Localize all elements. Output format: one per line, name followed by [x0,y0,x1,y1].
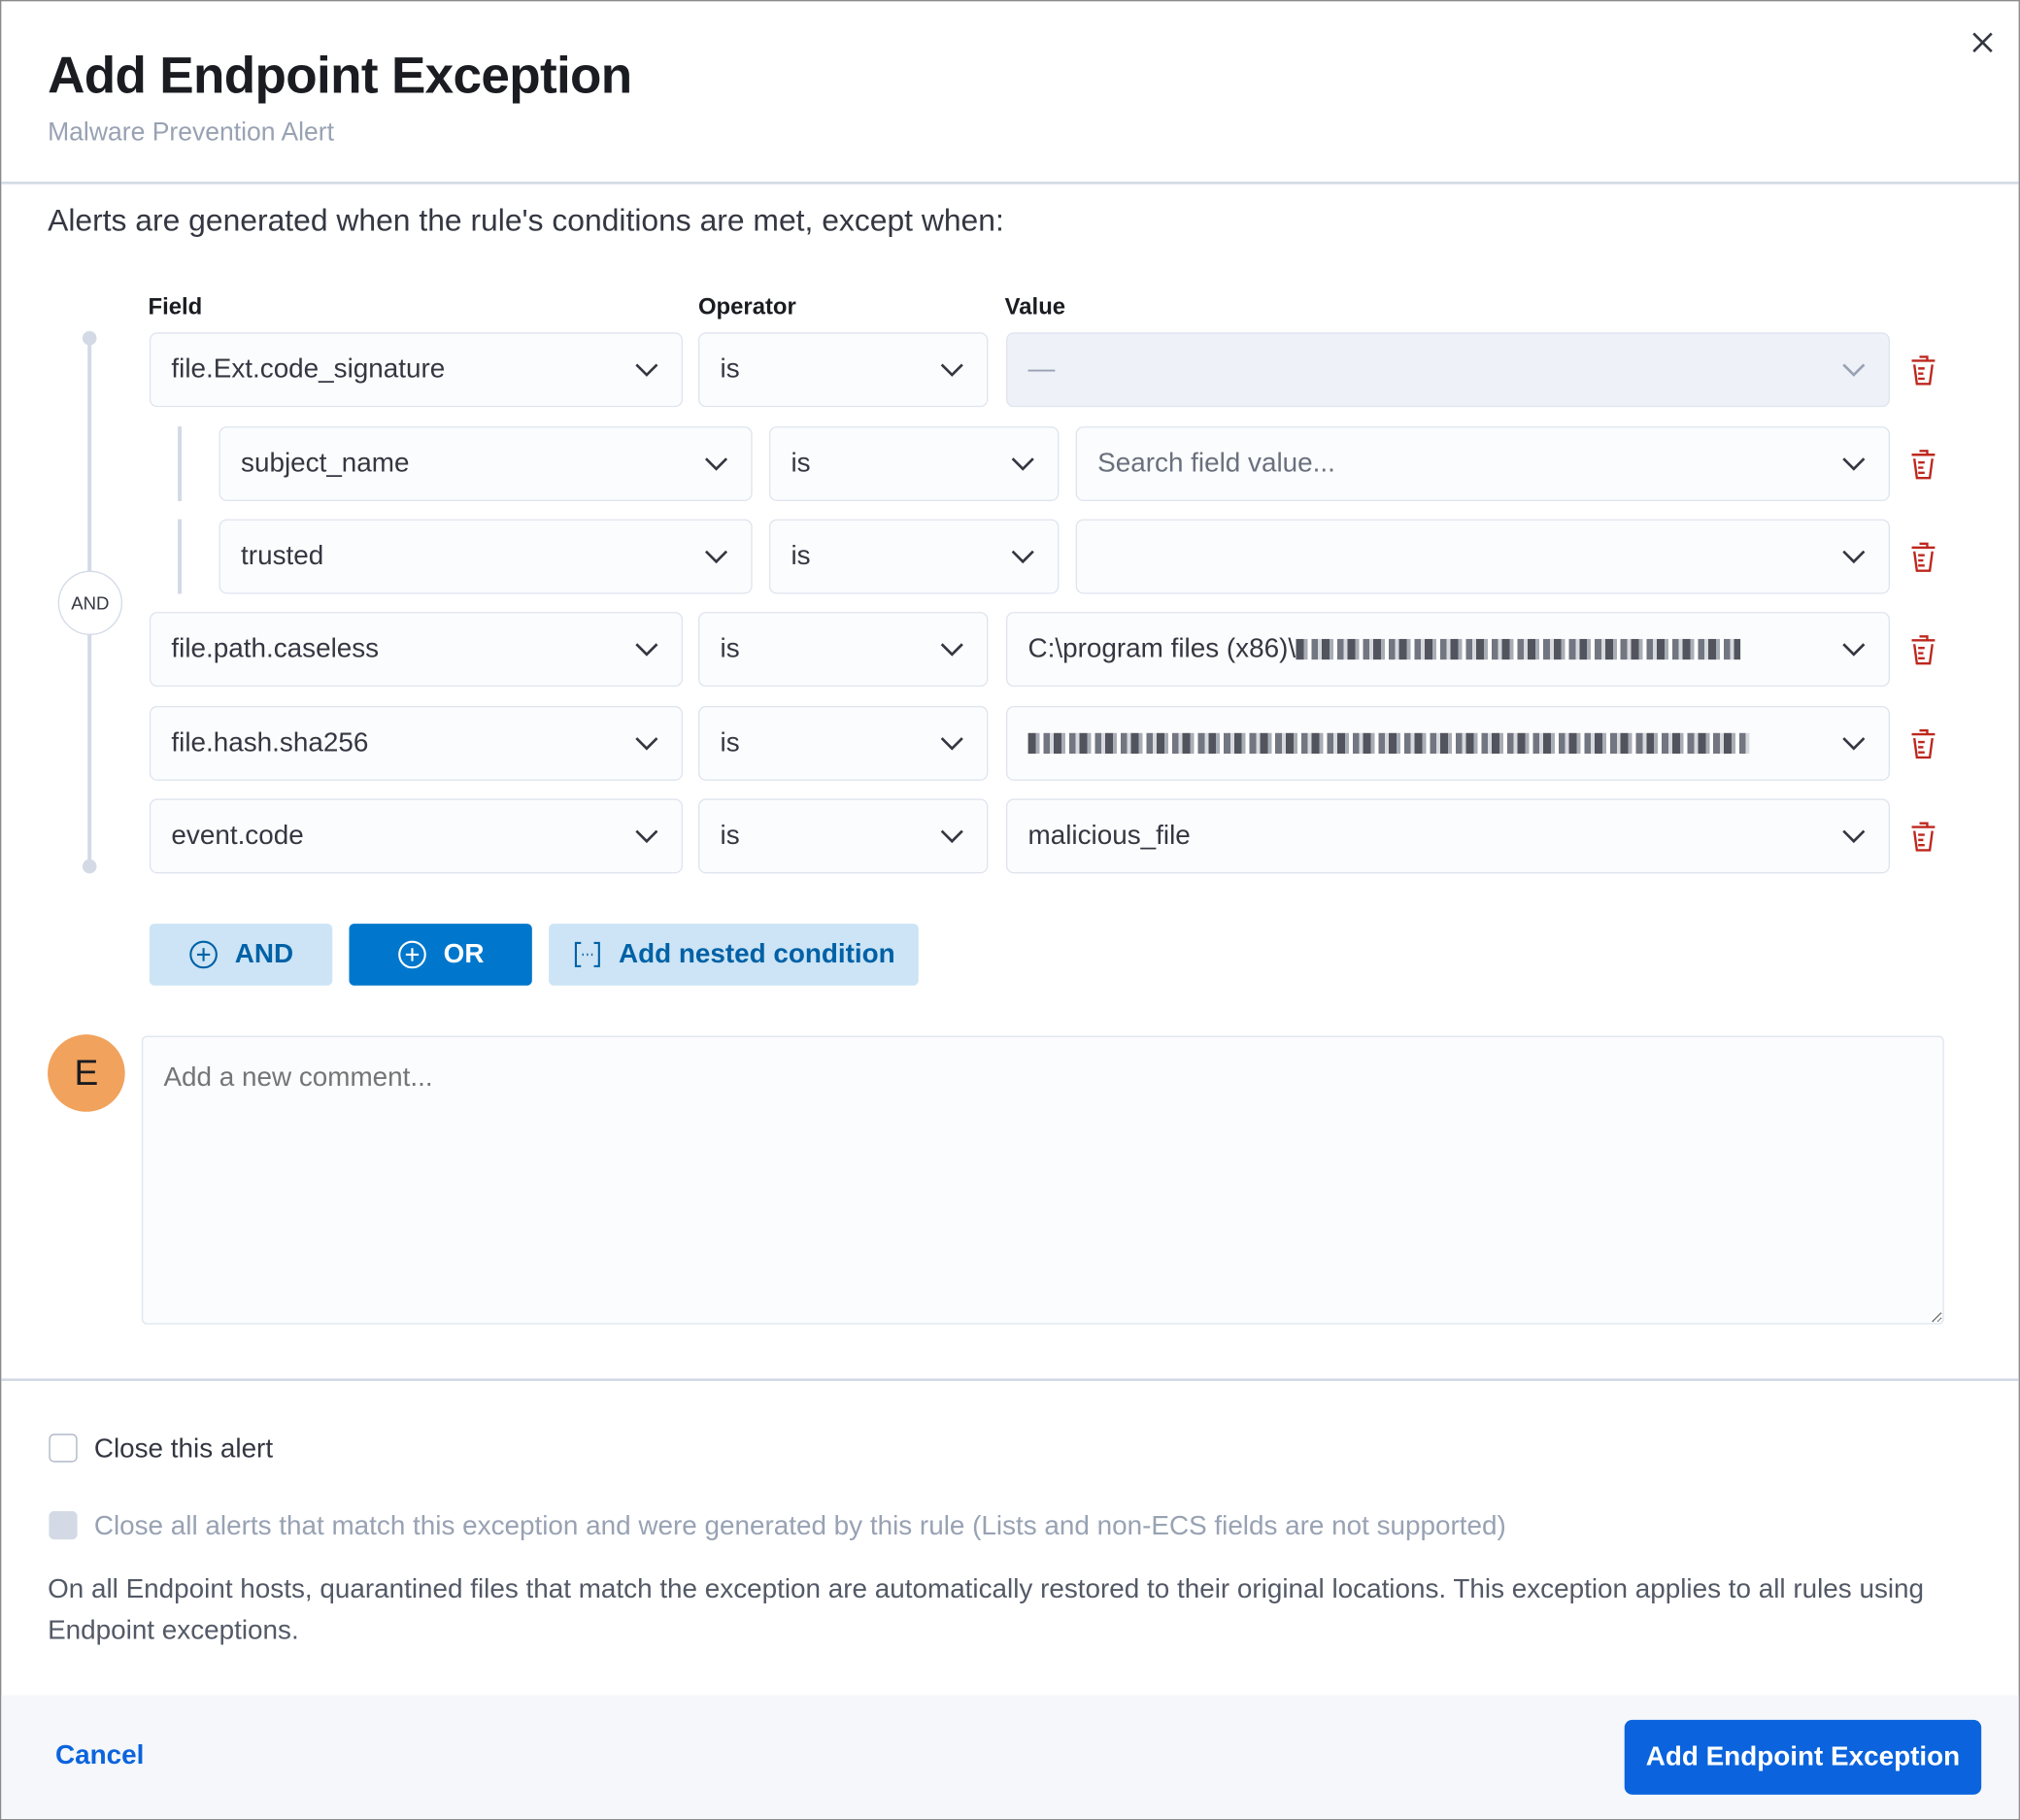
field-header: Field [148,293,203,320]
chevron-down-icon [1011,457,1034,471]
nested-bar [178,426,183,502]
value-text: — [1027,354,1056,385]
field-value: event.code [171,820,304,851]
nested-bar [178,519,183,594]
close-all-label: Close all alerts that match this excepti… [93,1510,1506,1541]
close-all-checkbox [49,1510,78,1540]
chevron-down-icon [1842,829,1866,844]
operator-select[interactable]: is [768,426,1060,502]
chevron-down-icon [1842,457,1866,471]
operator-value: is [720,727,740,758]
chevron-down-icon [635,643,658,657]
and-badge: AND [57,570,123,635]
operator-value: is [720,633,740,664]
trash-icon[interactable] [1908,631,1939,667]
plus-circle-icon [189,940,219,969]
redacted-value [1296,639,1740,660]
field-select[interactable]: file.Ext.code_signature [149,332,684,408]
chevron-down-icon [940,643,963,657]
operator-value: is [791,541,811,571]
value-combobox[interactable] [1075,519,1890,594]
chevron-down-icon [1842,363,1866,377]
value-combobox[interactable]: C:\program files (x86)\ [1005,612,1890,688]
or-label: OR [443,939,485,969]
connector-dot-bottom [82,859,97,874]
add-endpoint-exception-button[interactable]: Add Endpoint Exception [1624,1719,1982,1795]
trash-icon[interactable] [1908,818,1939,854]
operator-select[interactable]: is [768,519,1060,594]
operator-value: is [720,354,740,385]
value-combobox[interactable]: Search field value... [1075,426,1890,502]
field-value: subject_name [241,448,410,479]
header-divider [1,182,2019,185]
operator-select[interactable]: is [697,798,989,874]
trash-icon[interactable] [1908,352,1939,388]
field-value: trusted [241,541,324,571]
cancel-button[interactable]: Cancel [55,1740,145,1770]
value-combobox: — [1005,332,1890,408]
operator-header: Operator [697,293,796,320]
chevron-down-icon [940,737,963,751]
add-or-button[interactable]: OR [349,924,532,986]
chevron-down-icon [940,829,963,844]
nested-brackets-icon [575,941,601,967]
chevron-down-icon [1842,550,1866,564]
chevron-down-icon [635,829,658,844]
chevron-down-icon [704,550,728,564]
intro-text: Alerts are generated when the rule's con… [48,203,1004,239]
chevron-down-icon [1842,737,1866,751]
comment-textarea[interactable] [141,1035,1944,1325]
operator-select[interactable]: is [697,705,989,781]
connector-dot-top [82,330,97,346]
operator-select[interactable]: is [697,612,989,688]
value-combobox[interactable] [1005,705,1890,781]
and-label: AND [234,939,294,969]
modal-subtitle: Malware Prevention Alert [48,118,334,148]
field-select[interactable]: file.hash.sha256 [149,705,684,781]
add-and-button[interactable]: AND [149,924,333,986]
field-select[interactable]: trusted [219,519,753,594]
field-select[interactable]: event.code [149,798,684,874]
modal-title: Add Endpoint Exception [48,48,632,105]
redacted-value [1027,733,1750,755]
body-divider [1,1378,2019,1382]
value-combobox[interactable]: malicious_file [1005,798,1890,874]
trash-icon[interactable] [1908,538,1939,574]
close-icon[interactable] [1968,27,1999,58]
add-nested-condition-button[interactable]: Add nested condition [549,924,919,986]
chevron-down-icon [635,737,658,751]
value-text: C:\program files (x86)\ [1027,633,1296,664]
operator-value: is [720,820,740,851]
chevron-down-icon [1842,643,1866,657]
operator-value: is [791,448,811,479]
avatar: E [48,1034,125,1112]
chevron-down-icon [635,363,658,377]
chevron-down-icon [704,457,728,471]
field-select[interactable]: file.path.caseless [149,612,684,688]
trash-icon[interactable] [1908,725,1939,761]
chevron-down-icon [940,363,963,377]
nested-label: Add nested condition [618,939,895,969]
value-text: malicious_file [1027,820,1191,851]
field-select[interactable]: subject_name [219,426,753,502]
value-placeholder: Search field value... [1097,448,1335,479]
close-alert-checkbox[interactable] [49,1433,78,1463]
field-value: file.hash.sha256 [171,727,369,758]
field-value: file.path.caseless [171,633,380,664]
chevron-down-icon [1011,550,1034,564]
field-value: file.Ext.code_signature [171,354,446,385]
plus-circle-icon [398,940,427,969]
close-alert-label[interactable]: Close this alert [93,1433,274,1464]
value-header: Value [1004,293,1066,320]
info-text: On all Endpoint hosts, quarantined files… [48,1573,1925,1645]
trash-icon[interactable] [1908,446,1939,482]
operator-select[interactable]: is [697,332,989,408]
